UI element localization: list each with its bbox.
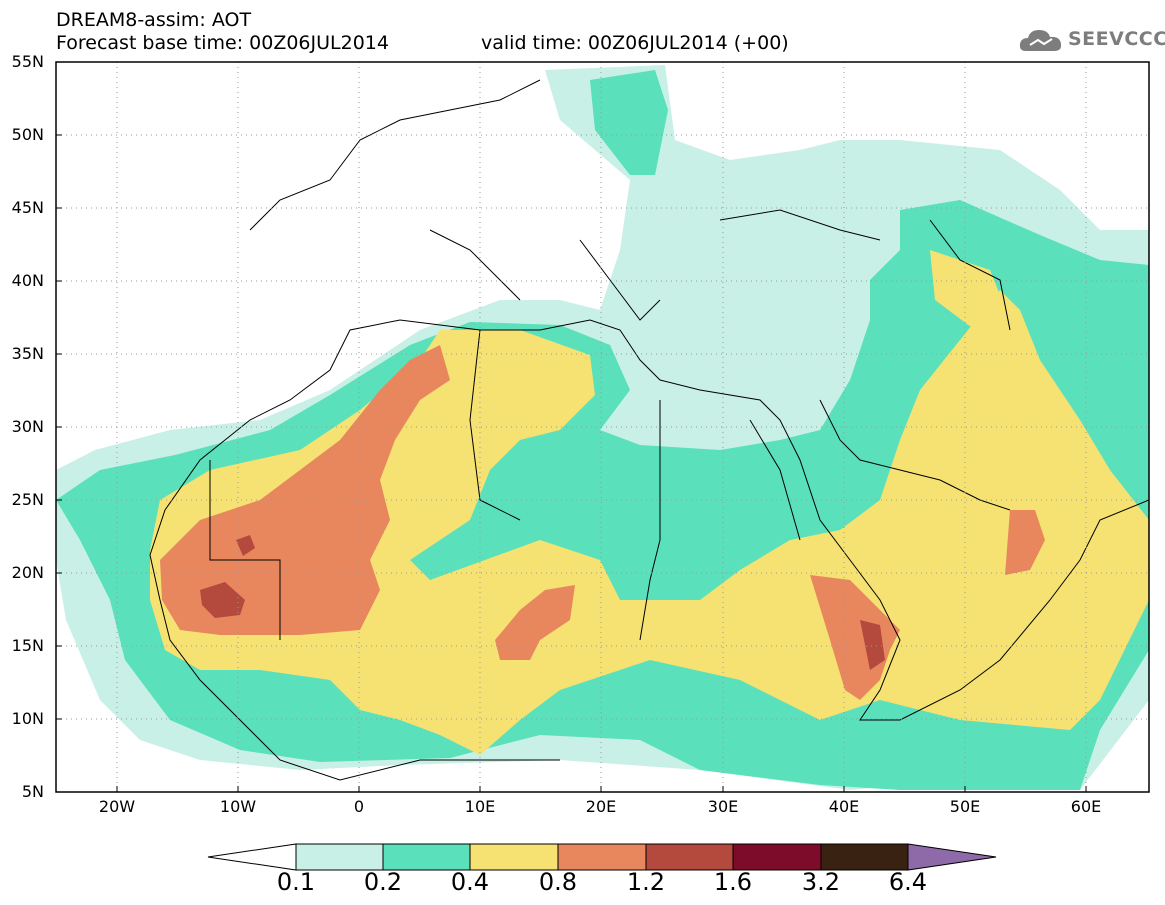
lat-label: 20N bbox=[11, 563, 44, 582]
colorbar-label: 1.2 bbox=[626, 868, 666, 896]
aot-band-0-4-east bbox=[930, 250, 1010, 330]
colorbar-label: 6.4 bbox=[888, 868, 928, 896]
colorbar-swatch-7 bbox=[820, 843, 909, 871]
tick-marks bbox=[56, 61, 1087, 793]
colorbar-label: 0.1 bbox=[276, 868, 316, 896]
lat-label: 25N bbox=[11, 490, 44, 509]
forecast-base-time: Forecast base time: 00Z06JUL2014 bbox=[56, 32, 389, 54]
aot-band-0-8-f bbox=[1005, 510, 1045, 575]
aot-band-1-2-b bbox=[236, 535, 255, 556]
aot-band-0-8-c bbox=[495, 585, 575, 660]
lat-label: 55N bbox=[11, 52, 44, 71]
seevccc-logo: SEEVCCC bbox=[1018, 25, 1165, 55]
map-title: DREAM8-assim: AOT bbox=[56, 9, 252, 31]
lon-label: 30E bbox=[707, 797, 739, 816]
colorbar-label: 1.6 bbox=[713, 868, 753, 896]
lon-label: 50E bbox=[949, 797, 981, 816]
lat-label: 45N bbox=[11, 198, 44, 217]
colorbar-swatch-5 bbox=[645, 843, 734, 871]
colorbar-label: 3.2 bbox=[801, 868, 841, 896]
aot-band-0-8-e bbox=[810, 575, 900, 700]
lat-label: 40N bbox=[11, 271, 44, 290]
valid-time: valid time: 00Z06JUL2014 (+00) bbox=[481, 32, 789, 54]
colorbar-label: 0.8 bbox=[538, 868, 578, 896]
colorbar-arrow-high bbox=[907, 843, 997, 871]
colorbar-arrow-low bbox=[207, 843, 297, 871]
aot-band-0-8 bbox=[160, 345, 450, 635]
colorbar bbox=[207, 843, 997, 871]
cloud-icon bbox=[1019, 30, 1062, 51]
colorbar-swatch-6 bbox=[732, 843, 822, 871]
colorbar-swatch-2 bbox=[382, 843, 471, 871]
colorbar-swatch-4 bbox=[557, 843, 647, 871]
lat-label: 30N bbox=[11, 417, 44, 436]
aot-band-0-2-north bbox=[590, 70, 668, 175]
lat-label: 10N bbox=[11, 709, 44, 728]
lon-label: 20E bbox=[585, 797, 617, 816]
coastlines bbox=[149, 79, 1149, 781]
lat-label: 35N bbox=[11, 344, 44, 363]
lon-label: 20W bbox=[98, 797, 136, 816]
colorbar-swatch-3 bbox=[469, 843, 559, 871]
lon-label: 10E bbox=[464, 797, 496, 816]
lon-label: 0 bbox=[353, 797, 365, 816]
colorbar-label: 0.2 bbox=[363, 868, 403, 896]
lat-label: 15N bbox=[11, 636, 44, 655]
colorbar-label: 0.4 bbox=[450, 868, 490, 896]
lon-label: 10W bbox=[219, 797, 257, 816]
lat-label: 50N bbox=[11, 125, 44, 144]
aot-band-1-2-c bbox=[860, 620, 885, 670]
colorbar-swatch-1 bbox=[295, 843, 384, 871]
gridlines bbox=[56, 62, 1149, 792]
logo-text: SEEVCCC bbox=[1068, 28, 1165, 50]
lat-label: 5N bbox=[21, 782, 44, 801]
lon-label: 60E bbox=[1070, 797, 1102, 816]
lon-label: 40E bbox=[828, 797, 860, 816]
aot-band-1-2 bbox=[200, 582, 245, 618]
